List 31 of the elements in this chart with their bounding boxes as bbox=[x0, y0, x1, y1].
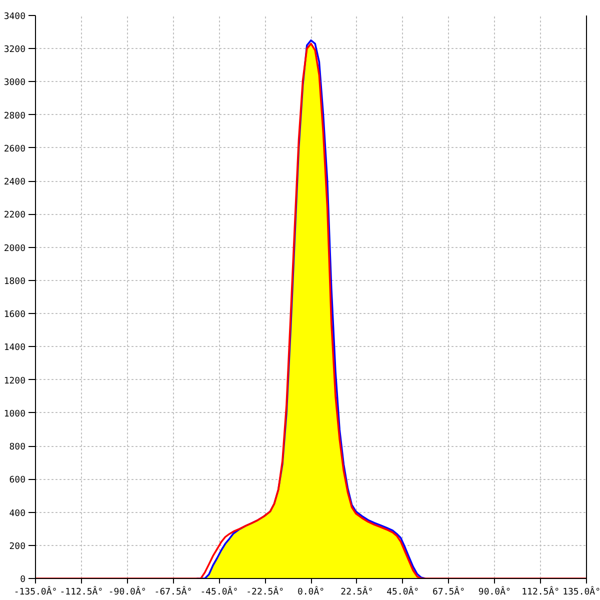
y-tick-label: 2200 bbox=[4, 210, 26, 221]
x-tick-label: -135.0Â° bbox=[14, 586, 58, 598]
y-tick-label: 3400 bbox=[4, 12, 26, 22]
y-tick-label: 1200 bbox=[4, 376, 26, 386]
y-tick-label: 800 bbox=[9, 442, 26, 453]
y-tick-label: 200 bbox=[9, 542, 26, 552]
y-tick-label: 1400 bbox=[4, 343, 26, 354]
y-tick-label: 2000 bbox=[4, 244, 26, 254]
y-tick-label: 3200 bbox=[4, 45, 26, 56]
y-tick-label: 600 bbox=[9, 476, 26, 486]
x-tick-label: -45.0Â° bbox=[200, 586, 238, 598]
y-tick-label: 2800 bbox=[4, 111, 26, 122]
x-tick-label: 67.5Â° bbox=[432, 586, 466, 598]
y-tick-label: 2400 bbox=[4, 178, 26, 188]
y-tick-label: 0 bbox=[20, 575, 26, 585]
y-tick-label: 400 bbox=[9, 508, 26, 519]
y-tick-label: 1000 bbox=[4, 409, 26, 420]
x-tick-label: 22.5Â° bbox=[340, 586, 374, 598]
x-tick-label: -112.5Â° bbox=[60, 586, 104, 598]
y-tick-label: 1800 bbox=[4, 276, 26, 287]
y-tick-label: 2600 bbox=[4, 144, 26, 154]
x-tick-label: -67.5Â° bbox=[154, 586, 192, 598]
x-tick-label: 112.5Â° bbox=[522, 586, 560, 598]
x-tick-label: -22.5Â° bbox=[246, 586, 284, 598]
y-tick-label: 3000 bbox=[4, 78, 26, 88]
x-tick-label: 0.0Â° bbox=[297, 586, 325, 598]
x-tick-label: 90.0Â° bbox=[478, 586, 511, 598]
x-tick-label: 45.0Â° bbox=[386, 586, 420, 598]
x-tick-label: -90.0Â° bbox=[108, 586, 146, 598]
x-tick-label: 135.0Â° bbox=[562, 586, 600, 598]
y-tick-label: 1600 bbox=[4, 310, 26, 320]
